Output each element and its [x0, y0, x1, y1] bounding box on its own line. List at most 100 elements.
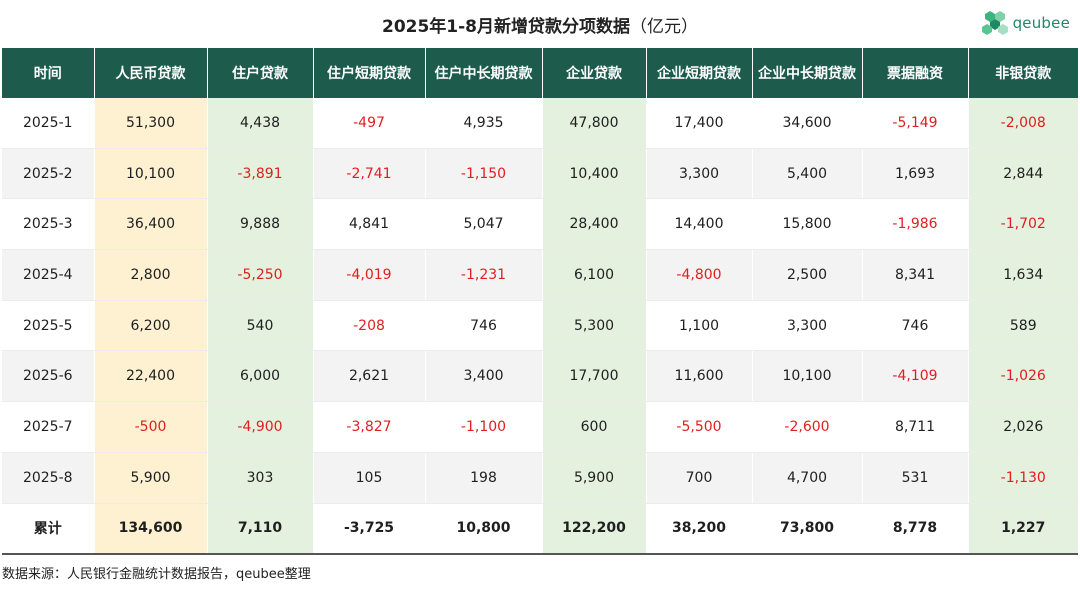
- column-header: 时间: [2, 48, 95, 98]
- table-cell: -500: [94, 401, 208, 453]
- table-cell: 17,400: [646, 98, 753, 149]
- table-row: 2025-6 22,400 6,000 2,621 3,400 17,700 11,600 1…: [2, 350, 1078, 403]
- table-cell: -2,741: [313, 148, 426, 200]
- table-cell: 2,844: [968, 148, 1078, 200]
- table-cell: 51,300: [94, 98, 208, 149]
- table-cell: 531: [862, 452, 969, 504]
- table-cell: 14,400: [646, 198, 753, 251]
- table-cell: 4,438: [207, 98, 314, 149]
- table-cell: 9,888: [207, 198, 314, 251]
- table-cell: 8,711: [862, 401, 969, 453]
- table-cell: 2025-1: [2, 98, 95, 149]
- table-cell: 2025-4: [2, 249, 95, 301]
- table-cell: -4,900: [207, 401, 314, 453]
- table-cell: 2025-7: [2, 401, 95, 453]
- column-header: 住户中长期贷款: [425, 48, 543, 98]
- table-cell: -1,026: [968, 350, 1078, 403]
- table-cell: -3,891: [207, 148, 314, 200]
- table-row: 2025-1 51,300 4,438 -497 4,935 47,800 17,400 34…: [2, 98, 1078, 149]
- table-cell: 3,300: [752, 300, 863, 352]
- total-row: 累计 134,600 7,110 -3,725 10,800 122,200 38,200 7…: [2, 503, 1078, 556]
- table-cell: 2025-6: [2, 350, 95, 403]
- table-cell: 4,700: [752, 452, 863, 504]
- table-cell: 2025-2: [2, 148, 95, 200]
- table-row: 2025-4 2,800 -5,250 -4,019 -1,231 6,100 -4,800…: [2, 249, 1078, 301]
- table-cell: 17,700: [542, 350, 647, 403]
- table-cell: -2,008: [968, 98, 1078, 149]
- column-header: 非银贷款: [968, 48, 1078, 98]
- table-cell: -497: [313, 98, 426, 149]
- table-row: 2025-5 6,200 540 -208 746 5,300 1,100 3,300 746 5…: [2, 300, 1078, 352]
- chart-title: 2025年1-8月新增贷款分项数据（亿元）: [0, 12, 1080, 37]
- table-cell: -3,725: [313, 503, 426, 556]
- table-cell: 4,935: [425, 98, 543, 149]
- table-cell: 38,200: [646, 503, 753, 556]
- table-cell: 540: [207, 300, 314, 352]
- table-cell: 3,300: [646, 148, 753, 200]
- table-cell: 198: [425, 452, 543, 504]
- table-cell: 2,621: [313, 350, 426, 403]
- table-cell: 36,400: [94, 198, 208, 251]
- column-header: 企业中长期贷款: [752, 48, 863, 98]
- table-cell: -1,150: [425, 148, 543, 200]
- table-cell: -1,130: [968, 452, 1078, 504]
- column-header: 票据融资: [862, 48, 969, 98]
- table-cell: 22,400: [94, 350, 208, 403]
- table-cell: 6,000: [207, 350, 314, 403]
- table-cell: 303: [207, 452, 314, 504]
- table-cell: 10,400: [542, 148, 647, 200]
- table-cell: 2,800: [94, 249, 208, 301]
- logo-cube-icon: [981, 11, 1008, 35]
- table-cell: 73,800: [752, 503, 863, 556]
- title-text: 2025年1-8月新增贷款分项数据: [381, 17, 631, 37]
- column-header: 企业短期贷款: [646, 48, 753, 98]
- table-cell: 47,800: [542, 98, 647, 149]
- table-cell: 2025-8: [2, 452, 95, 504]
- table-cell: 累计: [2, 503, 95, 556]
- table-cell: -1,100: [425, 401, 543, 453]
- table-cell: 2025-3: [2, 198, 95, 251]
- loan-table: 时间 人民币贷款 住户贷款 住户短期贷款 住户中长期贷款 企业贷款 企业短期贷款 企业中长期贷…: [2, 48, 1078, 556]
- column-header: 住户贷款: [207, 48, 314, 98]
- table-cell: 4,841: [313, 198, 426, 251]
- table-cell: -4,109: [862, 350, 969, 403]
- table-cell: 5,300: [542, 300, 647, 352]
- qeubee-logo: qeubee: [981, 8, 1070, 38]
- table-cell: 10,800: [425, 503, 543, 556]
- table-cell: 1,693: [862, 148, 969, 200]
- column-header: 住户短期贷款: [313, 48, 426, 98]
- table-cell: 6,100: [542, 249, 647, 301]
- table-cell: 746: [862, 300, 969, 352]
- table-cell: 5,900: [542, 452, 647, 504]
- table-cell: 8,778: [862, 503, 969, 556]
- table-cell: -3,827: [313, 401, 426, 453]
- table-cell: 10,100: [752, 350, 863, 403]
- table-cell: 28,400: [542, 198, 647, 251]
- table-row: 2025-2 10,100 -3,891 -2,741 -1,150 10,400 3,30…: [2, 148, 1078, 200]
- table-cell: -1,986: [862, 198, 969, 251]
- table-cell: 134,600: [94, 503, 208, 556]
- table-cell: -5,149: [862, 98, 969, 149]
- table-cell: 2025-5: [2, 300, 95, 352]
- table-cell: 7,110: [207, 503, 314, 556]
- table-cell: 8,341: [862, 249, 969, 301]
- table-cell: 5,900: [94, 452, 208, 504]
- column-header: 企业贷款: [542, 48, 647, 98]
- table-cell: 105: [313, 452, 426, 504]
- table-cell: -5,250: [207, 249, 314, 301]
- table-cell: 1,227: [968, 503, 1078, 556]
- table-cell: 1,100: [646, 300, 753, 352]
- table-cell: -4,019: [313, 249, 426, 301]
- table-cell: -4,800: [646, 249, 753, 301]
- table-cell: -1,231: [425, 249, 543, 301]
- table-cell: 3,400: [425, 350, 543, 403]
- table-cell: 2,500: [752, 249, 863, 301]
- column-header: 人民币贷款: [94, 48, 208, 98]
- title-unit: （亿元）: [630, 17, 699, 37]
- table-cell: 5,400: [752, 148, 863, 200]
- table-cell: 6,200: [94, 300, 208, 352]
- table-cell: 2,026: [968, 401, 1078, 453]
- table-cell: 746: [425, 300, 543, 352]
- table-body: 2025-1 51,300 4,438 -497 4,935 47,800 17,400 34…: [2, 98, 1078, 556]
- table-cell: 34,600: [752, 98, 863, 149]
